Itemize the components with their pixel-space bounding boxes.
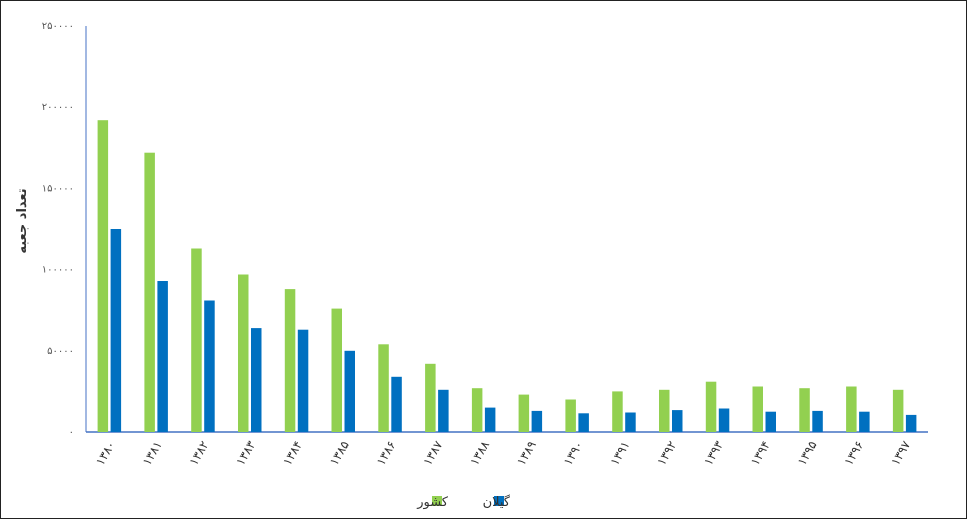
bar-series-2 [438,389,449,432]
y-tick-label: ۰ [69,427,74,438]
y-tick-label: ۵۰۰۰۰ [47,346,74,357]
y-tick-label: ۲۵۰۰۰۰ [42,21,74,32]
bar-series-2 [578,413,589,432]
bar-series-1 [238,274,249,432]
bar-series-1 [425,363,436,432]
bar-series-1 [612,391,623,432]
legend: کشور گیلان [416,494,511,510]
x-tick-label: ۱۳۸۴ [280,439,305,468]
bar-series-2 [484,407,496,432]
legend-label-series-2: گیلان [483,494,511,510]
bar-series-2 [531,410,543,432]
x-axis-ticks: ۱۳۸۰ ۱۳۸۱ ۱۳۸۲ ۱۳۸۳ ۱۳۸۴ ۱۳۸۵ ۱۳۸۶ ۱۳۸۷ ۱۳۸۸ ۱۳۸۹… [93,438,913,468]
x-tick-label: ۱۳۹۲ [654,439,679,468]
bars-group [97,120,917,432]
bar-series-1 [331,308,342,432]
bar-series-2 [204,300,215,432]
bar-series-1 [97,120,109,432]
y-tick-label: ۱۵۰۰۰۰ [42,183,74,194]
bar-series-1 [799,388,810,432]
bar-series-2 [344,350,355,432]
x-tick-label: ۱۳۹۱ [607,439,632,468]
bar-series-1 [565,399,576,432]
bar-series-1 [752,386,763,432]
y-tick-label: ۲۰۰۰۰۰ [42,102,74,113]
x-tick-label: ۱۳۸۵ [327,439,352,468]
legend-label-series-1: کشور [416,495,449,510]
y-axis-ticks: ۰ ۵۰۰۰۰ ۱۰۰۰۰۰ ۱۵۰۰۰۰ ۲۰۰۰۰۰ ۲۵۰۰۰۰ [42,21,74,438]
x-tick-label: ۱۳۸۸ [467,438,492,468]
bar-series-2 [110,229,122,432]
x-tick-label: ۱۳۸۶ [374,439,399,468]
bar-series-2 [718,408,730,432]
x-tick-label: ۱۳۹۳ [701,438,726,468]
bar-series-1 [191,248,202,432]
bar-series-1 [659,389,670,432]
bar-series-2 [672,410,683,432]
bar-series-2 [812,410,823,432]
bar-series-2 [157,281,168,432]
y-tick-label: ۱۰۰۰۰۰ [42,265,74,276]
y-axis-label: تعداد جعبه [15,188,30,253]
bar-series-1 [892,389,904,432]
x-tick-label: ۱۳۸۰ [93,439,118,468]
x-tick-label: ۱۳۹۴ [748,439,773,468]
bar-series-2 [905,414,917,432]
bar-series-2 [625,412,636,432]
x-tick-label: ۱۳۹۶ [841,439,866,468]
bar-series-2 [859,411,870,432]
x-tick-label: ۱۳۹۰ [561,439,586,468]
bar-series-1 [471,388,483,432]
x-tick-label: ۱۳۸۹ [514,439,539,468]
bar-series-2 [297,329,309,432]
bar-series-2 [765,411,776,432]
bar-series-1 [144,152,155,432]
bar-series-1 [378,344,389,432]
bar-series-1 [846,386,857,432]
x-tick-label: ۱۳۸۱ [140,439,165,468]
legend-swatch-series-1 [432,496,442,506]
bar-series-1 [518,394,530,432]
bar-series-1 [705,381,717,432]
x-tick-label: ۱۳۸۷ [420,438,445,468]
bar-series-2 [391,376,402,432]
bar-series-1 [284,289,296,432]
x-tick-label: ۱۳۹۷ [888,438,913,468]
x-tick-label: ۱۳۸۳ [233,438,258,468]
x-tick-label: ۱۳۹۵ [795,439,820,468]
bar-series-2 [251,328,262,432]
x-tick-label: ۱۳۸۲ [186,439,211,468]
legend-swatch-series-2 [494,496,504,506]
